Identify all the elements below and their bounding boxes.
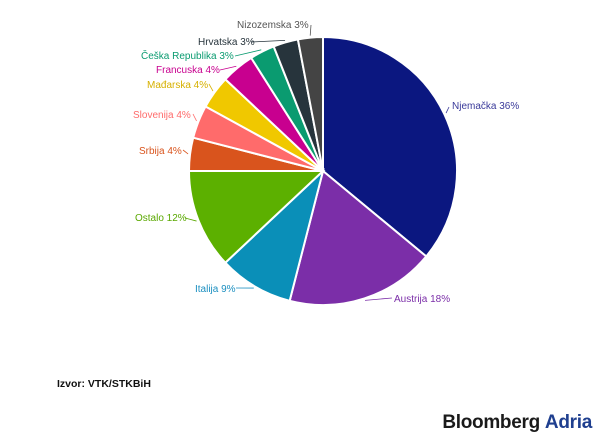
leader-line xyxy=(219,65,237,71)
slice-label: Mađarska 4% xyxy=(147,80,208,91)
pie-slice xyxy=(322,35,458,258)
leader-lines xyxy=(182,24,450,301)
leader-line xyxy=(208,83,214,92)
slice-label: Francuska 4% xyxy=(156,65,220,76)
pie-slice xyxy=(296,35,324,172)
slice-label: Austrija 18% xyxy=(394,294,450,305)
pie-slices xyxy=(187,35,458,306)
slice-label: Italija 9% xyxy=(195,284,236,295)
brand-name: Bloomberg xyxy=(442,412,540,433)
leader-line xyxy=(250,40,286,43)
slice-label: Slovenija 4% xyxy=(133,110,191,121)
brand-logo: Bloomberg Adria xyxy=(442,412,592,434)
leader-line xyxy=(184,217,197,222)
pie-slice xyxy=(187,170,326,265)
slice-label: Nizozemska 3% xyxy=(237,20,309,31)
slice-labels: Njemačka 36% Austrija 18% Italija 9% Ostalo… xyxy=(133,20,519,305)
leader-line xyxy=(445,106,450,114)
brand-accent: Adria xyxy=(544,412,592,433)
slice-label: Češka Republika 3% xyxy=(141,49,234,62)
leader-line xyxy=(192,113,197,122)
leader-line xyxy=(309,24,312,36)
slice-label: Njemačka 36% xyxy=(452,101,519,112)
slice-label: Ostalo 12% xyxy=(135,213,187,224)
slice-label: Srbija 4% xyxy=(139,146,182,157)
slice-label: Hrvatska 3% xyxy=(198,37,255,48)
leader-line xyxy=(234,49,262,57)
source-note: Izvor: VTK/STKBiH xyxy=(57,378,151,390)
leader-line xyxy=(364,297,393,301)
pie-slice xyxy=(288,169,428,306)
leader-line xyxy=(182,149,189,155)
